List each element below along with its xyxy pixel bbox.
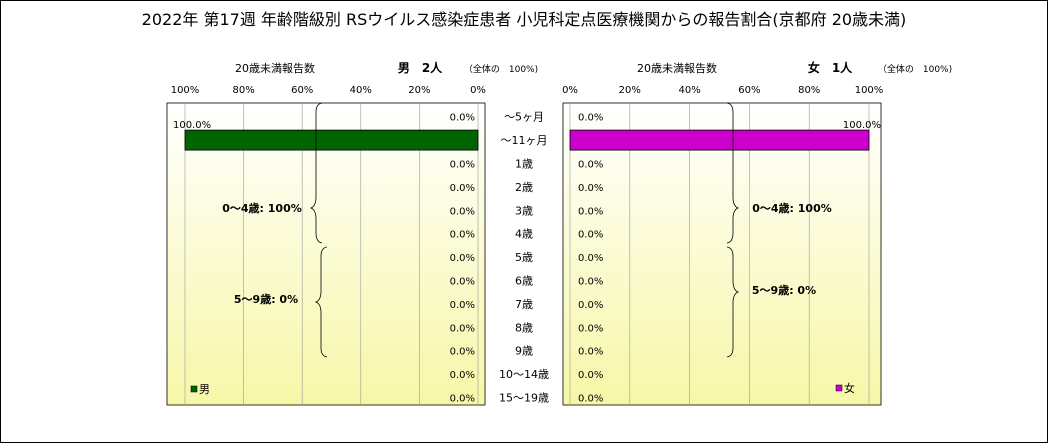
- female-data-label: 0.0%: [578, 183, 603, 194]
- female-data-label: 100.0%: [843, 120, 881, 131]
- male-data-label: 100.0%: [173, 120, 211, 131]
- male-x-tick-label: 60%: [291, 85, 313, 96]
- male-plot-area: [166, 102, 486, 406]
- male-subtitle: 20歳未満報告数: [235, 62, 315, 75]
- male-data-label: 0.0%: [450, 113, 475, 124]
- category-label: 1歳: [515, 158, 533, 171]
- female-brace-0-4-label: 0〜4歳: 100%: [752, 201, 832, 215]
- female-data-label: 0.0%: [578, 323, 603, 334]
- female-brace-0-4: [726, 102, 740, 244]
- female-x-tick-label: 40%: [678, 85, 700, 96]
- female-legend-label: 女: [844, 381, 855, 395]
- category-label: 2歳: [515, 181, 533, 194]
- female-data-label: 0.0%: [578, 394, 603, 405]
- male-brace-5-9-label: 5〜9歳: 0%: [234, 292, 298, 306]
- category-label: 5歳: [515, 251, 533, 264]
- female-data-label: 0.0%: [578, 253, 603, 264]
- male-data-label: 0.0%: [450, 394, 475, 405]
- male-data-label: 0.0%: [450, 347, 475, 358]
- chart-title: 2022年 第17週 年齢階級別 RSウイルス感染症患者 小児科定点医療機関から…: [141, 10, 907, 29]
- male-data-label: 0.0%: [450, 323, 475, 334]
- male-data-label: 0.0%: [450, 370, 475, 381]
- male-legend-swatch: [190, 385, 198, 393]
- female-data-label: 0.0%: [578, 206, 603, 217]
- female-data-label: 0.0%: [578, 347, 603, 358]
- male-x-tick-label: 0%: [470, 85, 486, 96]
- male-legend-label: 男: [199, 383, 210, 396]
- male-count-label: 男 2人: [398, 60, 443, 75]
- female-legend-swatch: [835, 384, 843, 392]
- female-brace-5-9: [726, 246, 740, 358]
- category-label: 6歳: [515, 275, 533, 288]
- category-label: 15〜19歳: [499, 392, 549, 405]
- female-data-label: 0.0%: [578, 230, 603, 241]
- male-data-label: 0.0%: [450, 300, 475, 311]
- female-count-label: 女 1人: [808, 60, 853, 75]
- category-label: 〜5ヶ月: [504, 111, 544, 124]
- male-brace-0-4: [309, 102, 323, 244]
- female-bar: [569, 129, 870, 151]
- male-data-label: 0.0%: [450, 206, 475, 217]
- female-data-label: 0.0%: [578, 113, 603, 124]
- female-data-label: 0.0%: [578, 370, 603, 381]
- male-x-tick-label: 100%: [171, 85, 200, 96]
- category-label: 10〜14歳: [499, 368, 549, 381]
- female-subtitle: 20歳未満報告数: [637, 62, 717, 75]
- female-x-tick-label: 20%: [619, 85, 641, 96]
- male-x-tick-label: 80%: [232, 85, 254, 96]
- female-total-label: （全体の 100%): [878, 63, 952, 75]
- category-label: 8歳: [515, 321, 533, 334]
- female-x-tick-label: 60%: [738, 85, 760, 96]
- male-data-label: 0.0%: [450, 230, 475, 241]
- female-brace-5-9-label: 5〜9歳: 0%: [752, 283, 816, 297]
- male-x-tick-label: 40%: [350, 85, 372, 96]
- male-brace-0-4-label: 0〜4歳: 100%: [222, 201, 302, 215]
- female-plot-area: [562, 102, 882, 406]
- category-label: 4歳: [515, 228, 533, 241]
- male-brace-5-9: [314, 246, 328, 358]
- category-label: 〜11ヶ月: [501, 134, 548, 147]
- female-x-tick-label: 100%: [855, 85, 884, 96]
- male-total-label: （全体の 100%): [464, 63, 538, 75]
- female-x-tick-label: 80%: [798, 85, 820, 96]
- female-data-label: 0.0%: [578, 160, 603, 171]
- female-data-label: 0.0%: [578, 277, 603, 288]
- male-data-label: 0.0%: [450, 160, 475, 171]
- male-data-label: 0.0%: [450, 253, 475, 264]
- male-bar: [184, 129, 479, 151]
- female-data-label: 0.0%: [578, 300, 603, 311]
- female-x-tick-label: 0%: [562, 85, 578, 96]
- male-data-label: 0.0%: [450, 277, 475, 288]
- category-label: 7歳: [515, 298, 533, 311]
- category-label: 3歳: [515, 204, 533, 217]
- male-data-label: 0.0%: [450, 183, 475, 194]
- male-x-tick-label: 20%: [408, 85, 430, 96]
- category-label: 9歳: [515, 345, 533, 358]
